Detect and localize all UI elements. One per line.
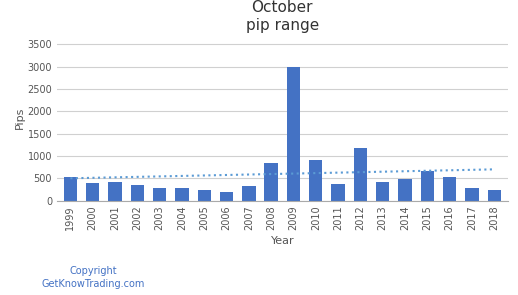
Bar — [332, 184, 345, 201]
Bar — [398, 179, 412, 201]
Bar — [220, 192, 233, 201]
Title: October
pip range: October pip range — [246, 1, 319, 33]
Bar — [242, 186, 255, 201]
Bar — [287, 67, 300, 201]
Bar — [197, 190, 211, 201]
Bar — [354, 148, 367, 201]
Bar — [487, 190, 501, 201]
Bar — [465, 188, 479, 201]
Bar — [421, 171, 434, 201]
Bar — [309, 160, 323, 201]
X-axis label: Year: Year — [270, 236, 294, 246]
Bar — [131, 185, 144, 201]
Bar — [443, 177, 456, 201]
Bar — [265, 163, 278, 201]
Bar — [153, 188, 166, 201]
Text: Copyright
GetKnowTrading.com: Copyright GetKnowTrading.com — [41, 266, 145, 289]
Bar — [376, 182, 390, 201]
Bar — [175, 188, 189, 201]
Y-axis label: Pips: Pips — [15, 107, 24, 129]
Bar — [64, 177, 77, 201]
Bar — [108, 182, 122, 201]
Bar — [86, 183, 99, 201]
